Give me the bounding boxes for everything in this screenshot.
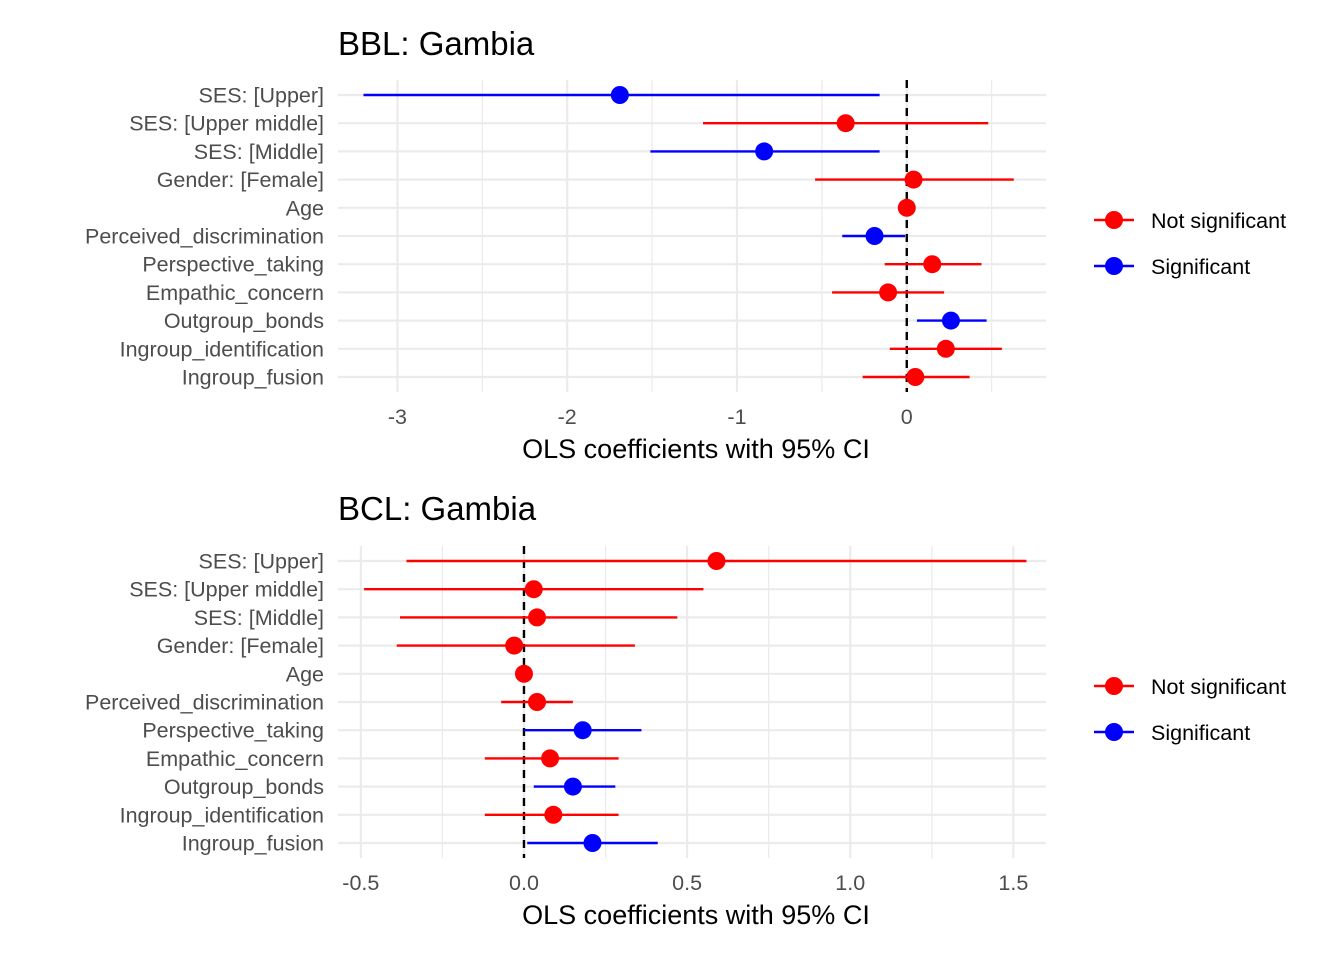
x-tick-label: -1 bbox=[727, 405, 746, 429]
estimate-point bbox=[528, 608, 547, 627]
estimate-point bbox=[544, 805, 563, 824]
y-tick-label: Perspective_taking bbox=[142, 719, 324, 743]
y-tick-label: Empathic_concern bbox=[146, 281, 324, 305]
estimate-point bbox=[879, 283, 898, 302]
y-tick-label: SES: [Upper] bbox=[199, 550, 324, 574]
estimate-point bbox=[524, 580, 543, 599]
estimate-point bbox=[610, 86, 629, 104]
legend: Not significant Significant bbox=[1094, 675, 1286, 745]
x-tick-label: 0.5 bbox=[672, 871, 702, 895]
estimate-point bbox=[573, 721, 592, 740]
x-tick-label: 1.0 bbox=[835, 871, 865, 895]
y-tick-label: Ingroup_fusion bbox=[182, 366, 324, 390]
legend-key-point bbox=[1105, 677, 1123, 695]
panel-2: BCL: Gambia SES: [Upper] SES: [Upper middl… bbox=[85, 490, 1286, 930]
y-tick-label: Age bbox=[286, 196, 324, 220]
estimate-point bbox=[583, 834, 602, 852]
y-tick-label: Ingroup_identification bbox=[120, 337, 324, 361]
chart-title: BBL: Gambia bbox=[338, 25, 535, 62]
legend-key-point bbox=[1105, 211, 1123, 229]
y-tick-label: Perceived_discrimination bbox=[85, 225, 324, 249]
estimate-point bbox=[906, 368, 925, 386]
estimate-point bbox=[941, 311, 960, 330]
y-tick-label: Outgroup_bonds bbox=[164, 309, 324, 333]
y-tick-label: SES: [Middle] bbox=[194, 140, 324, 164]
y-tick-label: Gender: [Female] bbox=[157, 168, 324, 192]
y-tick-label: SES: [Upper middle] bbox=[129, 112, 324, 136]
estimate-point bbox=[528, 693, 547, 711]
y-tick-label: Gender: [Female] bbox=[157, 634, 324, 658]
x-axis-label: OLS coefficients with 95% CI bbox=[522, 900, 870, 930]
estimate-point bbox=[707, 552, 726, 570]
y-tick-label: SES: [Upper middle] bbox=[129, 578, 324, 602]
legend-label: Not significant bbox=[1151, 675, 1286, 699]
estimate-point bbox=[897, 198, 916, 217]
y-tick-label: Ingroup_identification bbox=[120, 803, 324, 827]
estimate-point bbox=[541, 749, 560, 768]
legend-label: Significant bbox=[1151, 721, 1250, 745]
estimate-point bbox=[836, 114, 855, 133]
x-tick-label: -0.5 bbox=[342, 871, 379, 895]
y-tick-label: Outgroup_bonds bbox=[164, 775, 324, 799]
estimate-point bbox=[936, 339, 955, 358]
estimate-point bbox=[563, 777, 582, 796]
estimate-point bbox=[514, 664, 533, 683]
estimate-point bbox=[865, 227, 884, 245]
estimate-point bbox=[923, 255, 942, 274]
x-tick-label: -2 bbox=[558, 405, 577, 429]
x-tick-label: 1.5 bbox=[998, 871, 1028, 895]
estimate-point bbox=[755, 142, 774, 161]
x-axis-label: OLS coefficients with 95% CI bbox=[522, 434, 870, 464]
y-tick-label: Perceived_discrimination bbox=[85, 691, 324, 715]
legend-label: Significant bbox=[1151, 255, 1250, 279]
estimate-point bbox=[505, 636, 524, 655]
y-tick-label: SES: [Upper] bbox=[199, 84, 324, 108]
legend-key-point bbox=[1105, 257, 1123, 275]
legend: Not significant Significant bbox=[1094, 209, 1286, 279]
panel-1: BBL: Gambia SES: [Upper] SES: [Upper middl… bbox=[85, 25, 1286, 464]
y-tick-label: Empathic_concern bbox=[146, 747, 324, 771]
y-tick-label: Ingroup_fusion bbox=[182, 832, 324, 856]
legend-key-point bbox=[1105, 723, 1123, 741]
x-tick-label: 0.0 bbox=[509, 871, 539, 895]
legend-label: Not significant bbox=[1151, 209, 1286, 233]
y-tick-label: Age bbox=[286, 662, 324, 686]
chart-title: BCL: Gambia bbox=[338, 490, 537, 527]
estimate-point bbox=[904, 170, 923, 189]
x-tick-label: 0 bbox=[901, 405, 913, 429]
y-tick-label: Perspective_taking bbox=[142, 253, 324, 277]
x-tick-label: -3 bbox=[388, 405, 407, 429]
y-tick-label: SES: [Middle] bbox=[194, 606, 324, 630]
